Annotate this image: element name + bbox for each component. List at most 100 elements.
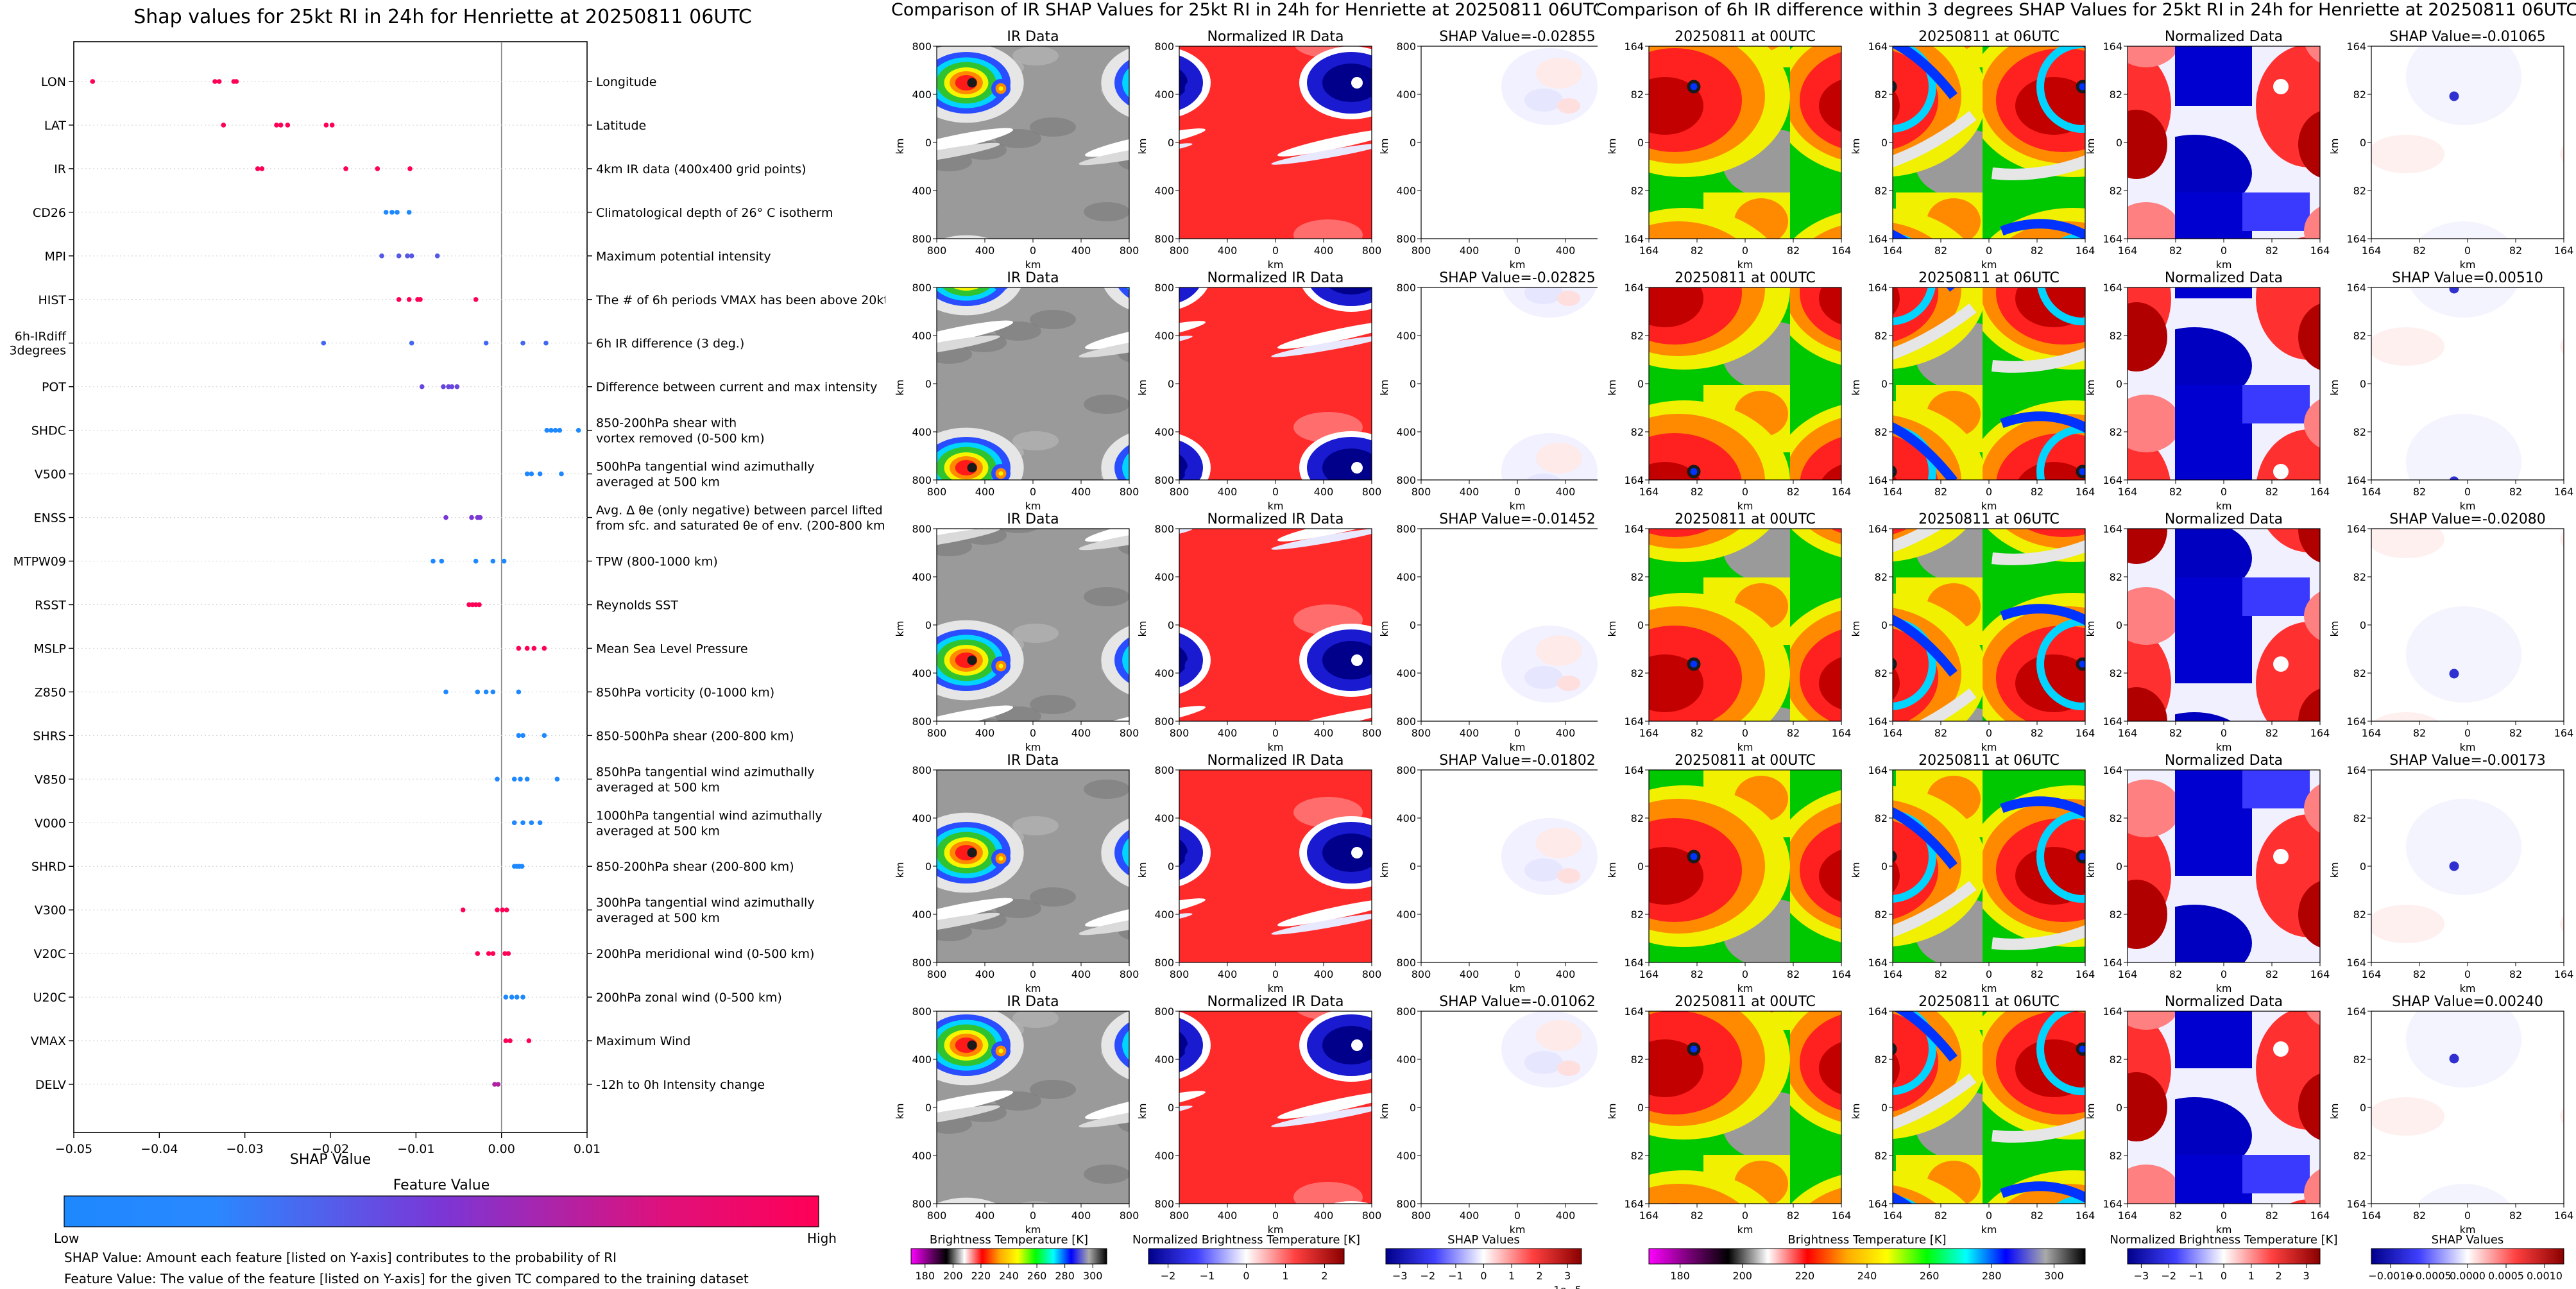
y-tick-label: 164 [2103, 40, 2122, 53]
y-tick-label: 0 [1881, 137, 1888, 149]
y-tick-label: 164 [1624, 957, 1644, 969]
y-tick-label: 164 [1624, 523, 1644, 535]
x-tick-label: 82 [2031, 244, 2043, 257]
x-tick-label: 82 [1787, 486, 1800, 498]
x-tick-label: 82 [2169, 1209, 2182, 1222]
y-tick-label: 82 [2110, 909, 2122, 921]
x-tick-label: 0 [2221, 486, 2227, 498]
x-axis-label: km [2460, 259, 2476, 271]
shap-point [495, 776, 500, 782]
x-tick-label: 0 [1272, 244, 1279, 257]
y-tick-label: 164 [1868, 715, 1888, 728]
cb-tick-label: −2 [1420, 1270, 1436, 1282]
x-axis-label: km [1510, 1224, 1526, 1236]
d-r2-c2-image [2127, 528, 2321, 722]
cb-tick-label: 240 [1857, 1270, 1877, 1282]
shap-point [524, 645, 530, 651]
shap-point [409, 340, 414, 346]
shap-point [559, 471, 564, 477]
x-tick-label: 164 [2076, 244, 2095, 257]
x-tick-label: 82 [2509, 244, 2522, 257]
x-tick-label: 82 [2169, 727, 2182, 739]
y-tick-label: 800 [1154, 715, 1174, 728]
x-axis-label: km [1025, 982, 1041, 994]
y-tick-label: 800 [1396, 40, 1416, 53]
y-tick-label: 0 [925, 1102, 932, 1114]
y-tick-label: 800 [1154, 957, 1174, 969]
y-tick-label: 0 [925, 860, 932, 873]
y-tick-label: 82 [1875, 812, 1888, 824]
cb-tick-label: 260 [1920, 1270, 1940, 1282]
x-tick-label: 82 [2265, 486, 2278, 498]
shap-point [470, 602, 475, 608]
x-tick-label: 0 [2464, 1209, 2471, 1222]
x-tick-label: 0 [1742, 968, 1748, 980]
x-tick-label: 164 [2118, 244, 2138, 257]
x-axis-label: km [1737, 259, 1753, 271]
d-r2-c3-image [2371, 528, 2564, 722]
x-tick-label: 164 [1832, 727, 1852, 739]
x-tick-label: 400 [1460, 244, 1480, 257]
d-r0-c3-panel-title: SHAP Value=-0.01065 [2389, 29, 2546, 45]
x-tick-label: 0 [1986, 727, 1992, 739]
x-tick-label: 800 [1170, 486, 1190, 498]
shap-point [90, 79, 96, 84]
x-axis-label: km [1510, 982, 1526, 994]
y-tick-label: 0 [2116, 137, 2122, 149]
x-tick-label: 400 [1556, 968, 1576, 980]
d-r1-c1-image [1892, 287, 2086, 481]
y-axis-label: km [894, 139, 906, 155]
y-tick-label: 0 [2360, 619, 2366, 631]
d-r2-c2-panel-title: Normalized Data [2165, 511, 2283, 527]
y-tick-label: 0 [2116, 860, 2122, 873]
y-axis-label: km [1606, 380, 1618, 396]
shap-point [395, 210, 400, 215]
ir-r2-c2-panel: SHAP Value=-0.01452800400040080080040004… [1378, 511, 1598, 753]
y-tick-label: 0 [1168, 619, 1174, 631]
y-tick-label: 164 [2346, 233, 2366, 245]
x-axis-label: km [1510, 500, 1526, 512]
y-tick-label: 400 [912, 571, 932, 583]
y-tick-label: 800 [1396, 282, 1416, 294]
shap-point [519, 864, 525, 869]
cb-tick-label: 1 [1508, 1270, 1515, 1282]
y-axis-label: km [894, 621, 906, 637]
x-tick-label: 400 [975, 486, 995, 498]
y-tick-label: 400 [1154, 426, 1174, 438]
feature-description: 850-500hPa shear (200-800 km) [596, 729, 794, 743]
colorbar-title: Feature Value [393, 1177, 490, 1193]
y-tick-label: 0 [2116, 378, 2122, 390]
y-tick-label: 0 [2116, 619, 2122, 631]
y-tick-label: 0 [1637, 1102, 1644, 1114]
shap-point [419, 384, 425, 389]
x-tick-label: 800 [927, 1209, 947, 1222]
d-shap-colorbar [2371, 1248, 2564, 1265]
x-tick-label: 82 [2413, 1209, 2426, 1222]
x-tick-label: 164 [1883, 244, 1903, 257]
x-tick-label: 0 [1272, 486, 1279, 498]
ir-r2-c2-panel-title: SHAP Value=-0.01452 [1439, 511, 1596, 527]
shap-point [443, 515, 448, 520]
x-tick-label: 400 [1314, 244, 1334, 257]
x-tick-label: 0 [1030, 1209, 1036, 1222]
shap-point [542, 733, 547, 738]
d-r0-c0-image [1648, 46, 1842, 239]
x-tick-label: −0.03 [226, 1142, 264, 1156]
shap-point [537, 471, 543, 477]
y-tick-label: 0 [1881, 860, 1888, 873]
x-tick-label: 0 [2464, 486, 2471, 498]
y-tick-label: 82 [1875, 185, 1888, 197]
shap-point [383, 210, 389, 215]
y-axis-label: km [1136, 380, 1148, 396]
shap-point [329, 123, 335, 128]
x-tick-label: 164 [2076, 1209, 2095, 1222]
feature-description: Climatological depth of 26° C isotherm [596, 206, 833, 220]
y-tick-label: 82 [2110, 1150, 2122, 1162]
feature-description: 1000hPa tangential wind azimuthally [596, 808, 823, 823]
shap-point [409, 253, 414, 259]
